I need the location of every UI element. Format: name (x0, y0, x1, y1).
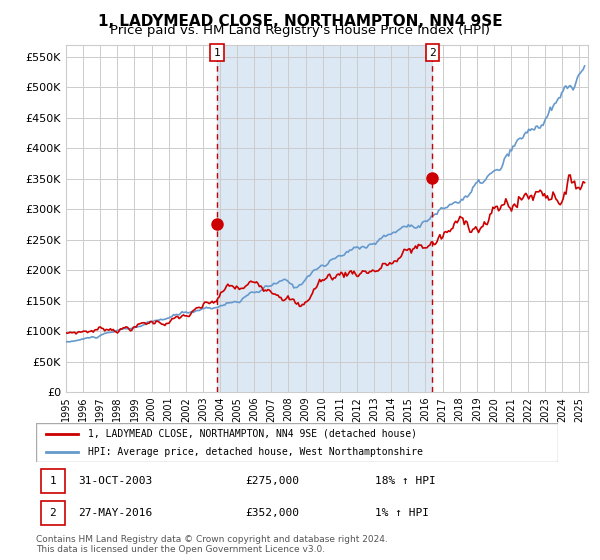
Text: 1, LADYMEAD CLOSE, NORTHAMPTON, NN4 9SE: 1, LADYMEAD CLOSE, NORTHAMPTON, NN4 9SE (98, 14, 502, 29)
Text: 18% ↑ HPI: 18% ↑ HPI (376, 476, 436, 486)
Text: 1, LADYMEAD CLOSE, NORTHAMPTON, NN4 9SE (detached house): 1, LADYMEAD CLOSE, NORTHAMPTON, NN4 9SE … (88, 429, 417, 439)
Text: £352,000: £352,000 (245, 508, 299, 518)
Text: 1: 1 (214, 48, 220, 58)
Text: Price paid vs. HM Land Registry's House Price Index (HPI): Price paid vs. HM Land Registry's House … (110, 24, 490, 36)
Text: 1% ↑ HPI: 1% ↑ HPI (376, 508, 430, 518)
FancyBboxPatch shape (41, 469, 65, 493)
Text: 27-MAY-2016: 27-MAY-2016 (78, 508, 152, 518)
Text: Contains HM Land Registry data © Crown copyright and database right 2024.
This d: Contains HM Land Registry data © Crown c… (36, 535, 388, 554)
FancyBboxPatch shape (41, 501, 65, 525)
Text: 31-OCT-2003: 31-OCT-2003 (78, 476, 152, 486)
Text: £275,000: £275,000 (245, 476, 299, 486)
FancyBboxPatch shape (36, 423, 558, 462)
Text: 2: 2 (50, 508, 56, 518)
Text: 2: 2 (429, 48, 436, 58)
Text: 1: 1 (50, 476, 56, 486)
Bar (217, 45, 432, 392)
Text: HPI: Average price, detached house, West Northamptonshire: HPI: Average price, detached house, West… (88, 447, 423, 457)
